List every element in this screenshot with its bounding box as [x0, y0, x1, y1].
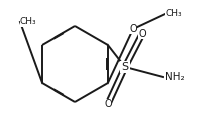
- Text: O: O: [104, 99, 112, 109]
- Text: CH₃: CH₃: [165, 10, 182, 18]
- Text: O: O: [129, 24, 137, 34]
- Text: NH₂: NH₂: [165, 72, 185, 82]
- Text: O: O: [138, 29, 146, 39]
- Text: S: S: [121, 62, 129, 72]
- Text: CH₃: CH₃: [20, 18, 37, 27]
